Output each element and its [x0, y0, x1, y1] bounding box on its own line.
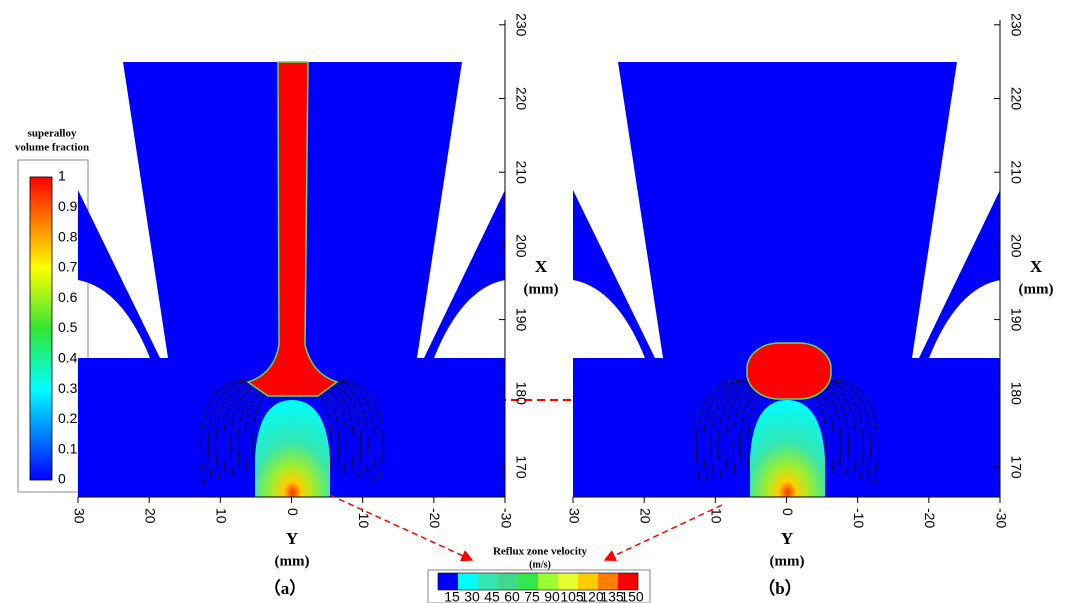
y-tick-label: 220 — [513, 87, 529, 111]
colorbar-tick-label: 45 — [484, 589, 500, 603]
x-tick-label: -20 — [427, 508, 443, 528]
colorbar-block — [618, 573, 638, 590]
x-axis-title: Y — [781, 529, 793, 548]
colorbar-tick-label: 0.3 — [58, 380, 78, 396]
colorbar-tick-label: 0.5 — [58, 319, 78, 335]
y-tick-label: 230 — [1008, 13, 1024, 37]
colorbar-tick-label: 15 — [444, 589, 460, 603]
y-axis-unit: (mm) — [524, 281, 559, 297]
colorbar-title: Reflux zone velocity — [493, 546, 588, 558]
x-tick-label: -30 — [498, 508, 514, 528]
y-tick-label: 210 — [1008, 161, 1024, 185]
y-axis-title: X — [535, 257, 548, 276]
figure: superalloy volume fraction Reflux zone v… — [0, 0, 1070, 603]
colorbar-unit: (m/s) — [529, 559, 551, 570]
y-tick-label: 200 — [513, 234, 529, 258]
colorbar-tick-label: 1 — [58, 168, 66, 184]
colorbar-tick-label: 0.2 — [58, 410, 78, 426]
x-tick-label: 0 — [780, 508, 796, 516]
colorbar-tick-label: 60 — [504, 589, 520, 603]
colorbar-tick-label: 0.8 — [58, 228, 78, 244]
colorbar-tick-label: 0.4 — [58, 350, 78, 366]
x-tick-label: 0 — [285, 508, 301, 516]
x-axis-unit: (mm) — [275, 553, 310, 569]
x-axis-title: Y — [286, 529, 298, 548]
colorbar-tick-label: 0.1 — [58, 440, 78, 456]
y-tick-label: 230 — [513, 13, 529, 37]
colorbar-tick-label: 0.6 — [58, 289, 78, 305]
colorbar-title: volume fraction — [15, 142, 89, 154]
x-tick-label: 30 — [71, 508, 87, 524]
colorbar-block — [458, 573, 478, 590]
x-tick-label: 30 — [566, 508, 582, 524]
colorbar-tick-label: 75 — [524, 589, 540, 603]
y-tick-label: 220 — [1008, 87, 1024, 111]
y-tick-label: 190 — [1008, 308, 1024, 332]
colorbar-tick-label: 30 — [464, 589, 480, 603]
panel: 30 20 10 0 -10 -20 -30 170 180 190 200 210 220 230 Y (m… — [71, 13, 558, 598]
colorbar-block — [478, 573, 498, 590]
x-axis-unit: (mm) — [770, 553, 805, 569]
y-tick-label: 180 — [1008, 382, 1024, 406]
x-tick-label: -30 — [993, 508, 1009, 528]
x-tick-label: 20 — [142, 508, 158, 524]
colorbar-tick-label: 0.9 — [58, 198, 78, 214]
colorbar-block — [518, 573, 538, 590]
colorbar-block — [498, 573, 518, 590]
y-tick-label: 170 — [513, 455, 529, 479]
x-tick-label: -10 — [356, 508, 372, 528]
arrow — [330, 495, 472, 560]
colorbar-title: superalloy — [28, 128, 77, 140]
melt-droplet — [747, 343, 831, 399]
y-tick-label: 200 — [1008, 234, 1024, 258]
x-tick-label: -20 — [922, 508, 938, 528]
y-tick-label: 210 — [513, 161, 529, 185]
y-tick-label: 180 — [513, 382, 529, 406]
y-tick-label: 190 — [513, 308, 529, 332]
panel-label: （a） — [264, 578, 307, 598]
panel-label: （b） — [758, 578, 801, 598]
y-tick-label: 170 — [1008, 455, 1024, 479]
x-tick-label: 10 — [214, 508, 230, 524]
y-axis-unit: (mm) — [1019, 281, 1054, 297]
colorbar-block — [578, 573, 598, 590]
colorbar-block — [598, 573, 618, 590]
colorbar-frame — [18, 160, 88, 492]
colorbar-block — [538, 573, 558, 590]
colorbar-tick-label: 0 — [58, 471, 66, 487]
colorbar-tick-label: 90 — [544, 589, 560, 603]
colorbar — [30, 177, 52, 480]
arrow — [605, 505, 722, 560]
y-axis-title: X — [1030, 257, 1043, 276]
colorbar-block — [558, 573, 578, 590]
colorbar-block — [438, 573, 458, 590]
colorbar-tick-label: 0.7 — [58, 259, 78, 275]
x-tick-label: -10 — [851, 508, 867, 528]
x-tick-label: 20 — [637, 508, 653, 524]
colorbar-tick-label: 150 — [620, 589, 644, 603]
